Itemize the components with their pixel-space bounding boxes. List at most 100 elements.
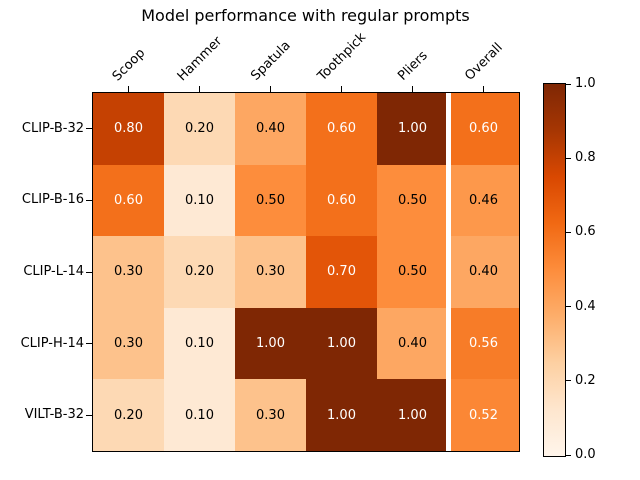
column-label: Overall [461,40,506,85]
chart-title: Model performance with regular prompts [141,6,470,25]
heatmap-cell: 0.60 [93,164,164,237]
heatmap-grid: 0.80 0.20 0.40 0.60 1.00 0.60 0.60 0.10 0.50 0.60… [92,92,520,452]
row-label: VILT-B-32 [24,407,84,423]
heatmap-cell: 0.10 [164,307,235,380]
heatmap-cell: 0.56 [448,307,519,380]
cell-value: 0.60 [469,121,498,137]
cell-value: 0.40 [256,121,285,137]
heatmap-cell: 1.00 [235,307,306,380]
cell-value: 0.60 [327,192,356,208]
x-tick-mark [341,86,342,92]
heatmap-cell: 1.00 [377,379,448,451]
heatmap-cell: 0.10 [164,379,235,451]
x-tick-mark [412,86,413,92]
x-tick-mark [483,86,484,92]
cell-value: 0.40 [469,264,498,280]
cell-value: 0.10 [185,336,214,352]
column-label: Scoop [109,45,148,84]
heatmap-cell: 1.00 [306,379,377,451]
row-label: CLIP-H-14 [20,335,84,351]
cell-value: 1.00 [398,407,427,423]
y-tick-mark [86,128,92,130]
row-label: CLIP-L-14 [23,264,84,279]
cell-value: 0.20 [185,264,214,280]
colorbar-tick-mark [565,454,571,456]
column-separator [445,93,451,451]
heatmap-cell: 0.60 [306,164,377,237]
heatmap-cell: 0.50 [235,164,306,237]
heatmap-cell: 0.50 [377,164,448,237]
cell-value: 0.10 [185,192,214,208]
colorbar-tick-mark [565,231,571,233]
cell-value: 0.40 [398,336,427,352]
heatmap-cell: 0.30 [93,236,164,308]
cell-value: 0.30 [114,264,143,280]
heatmap-cell: 0.40 [448,236,519,308]
cell-value: 0.30 [256,264,285,280]
colorbar-tick-mark [565,306,571,308]
cell-value: 1.00 [327,407,356,423]
x-tick-mark [270,86,271,92]
heatmap-cell: 0.20 [164,93,235,165]
colorbar-tick-label: 0.2 [575,372,596,388]
cell-value: 0.46 [469,192,498,208]
y-tick-mark [86,271,92,273]
cell-value: 0.20 [114,407,143,423]
heatmap-cell: 1.00 [306,307,377,380]
heatmap-cell: 0.50 [377,236,448,308]
colorbar-tick-label: 0.8 [575,150,596,166]
colorbar-tick-label: 1.0 [575,76,596,91]
heatmap-cell: 0.70 [306,236,377,308]
heatmap-cell: 0.30 [235,236,306,308]
heatmap-cell: 0.40 [377,307,448,380]
cell-value: 0.50 [398,264,427,280]
cell-value: 0.50 [398,192,427,208]
cell-value: 1.00 [398,121,427,137]
colorbar-tick-mark [565,157,571,159]
colorbar-gradient [544,84,565,456]
column-label: Spatula [247,38,294,85]
row-label: CLIP-B-32 [21,120,84,136]
y-tick-mark [86,199,92,201]
cell-value: 0.20 [185,121,214,137]
column-label: Pliers [394,48,431,85]
cell-value: 0.80 [114,121,143,137]
cell-value: 0.60 [327,121,356,137]
heatmap-cell: 1.00 [377,93,448,165]
colorbar-tick-label: 0.6 [575,224,596,240]
cell-value: 0.50 [256,192,285,208]
cell-value: 0.30 [114,336,143,352]
heatmap-cell: 0.60 [306,93,377,165]
colorbar-tick-label: 0.0 [575,447,596,462]
cell-value: 0.60 [114,192,143,208]
heatmap-cell: 0.10 [164,164,235,237]
cell-value: 0.10 [185,407,214,423]
heatmap-cell: 0.30 [93,307,164,380]
cell-value: 0.70 [327,264,356,280]
y-tick-mark [86,414,92,416]
column-label: Hammer [174,33,225,85]
x-tick-mark [128,86,129,92]
colorbar [543,83,566,457]
cell-value: 0.30 [256,407,285,423]
row-label: CLIP-B-16 [21,192,84,208]
heatmap-cell: 0.60 [448,93,519,165]
heatmap-cell: 0.46 [448,164,519,237]
cell-value: 0.52 [469,407,498,423]
x-tick-mark [199,86,200,92]
y-tick-mark [86,343,92,345]
heatmap-cell: 0.80 [93,93,164,165]
colorbar-tick-mark [565,380,571,382]
colorbar-tick-mark [565,83,571,85]
heatmap-cell: 0.20 [164,236,235,308]
heatmap-cell: 0.20 [93,379,164,451]
cell-value: 0.56 [469,336,498,352]
column-label: Toothpick [314,29,369,84]
heatmap-cell: 0.40 [235,93,306,165]
heatmap-cell: 0.30 [235,379,306,451]
cell-value: 1.00 [256,336,285,352]
cell-value: 1.00 [327,336,356,352]
heatmap-cell: 0.52 [448,379,519,451]
colorbar-tick-label: 0.4 [575,298,596,314]
